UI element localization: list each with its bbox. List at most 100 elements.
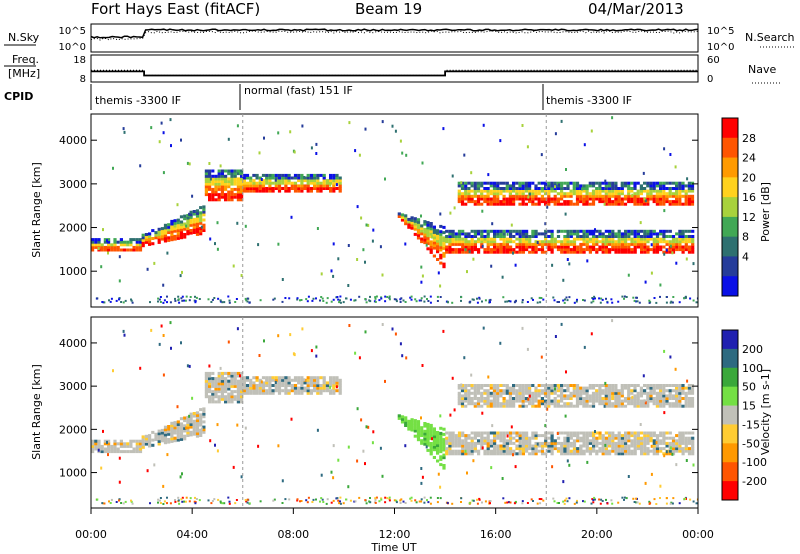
velocity-echo-cell	[199, 434, 203, 437]
velocity-echo-cell	[553, 444, 557, 448]
velocity-echo-cell	[287, 378, 291, 382]
velocity-echo-cell	[512, 399, 516, 403]
velocity-echo-cell	[671, 397, 675, 400]
power-echo-cell	[531, 248, 535, 252]
velocity-echo-cell	[614, 389, 618, 393]
power-echo-cell	[604, 187, 608, 190]
power-echo-cell	[521, 202, 525, 206]
velocity-echo-cell	[601, 397, 605, 400]
velocity-echo-cell	[358, 496, 361, 499]
power-echo-cell	[199, 221, 203, 225]
power-echo-cell	[368, 299, 371, 302]
velocity-echo-cell	[202, 425, 206, 429]
power-echo-cell	[110, 297, 113, 300]
velocity-echo-cell	[220, 390, 224, 394]
colorbar-swatch	[722, 276, 738, 297]
velocity-echo-cell	[110, 450, 114, 454]
velocity-echo-cell	[316, 386, 320, 390]
velocity-echo-cell	[356, 407, 359, 411]
power-echo-cell	[575, 300, 578, 303]
power-echo-cell	[550, 200, 554, 204]
velocity-echo-cell	[588, 404, 592, 408]
power-echo-cell	[181, 270, 183, 274]
velocity-echo-cell	[652, 441, 656, 445]
power-echo-cell	[505, 248, 509, 252]
velocity-echo-cell	[195, 432, 200, 436]
velocity-echo-cell	[451, 431, 455, 435]
velocity-echo-cell	[261, 384, 266, 387]
power-echo-cell	[255, 187, 259, 190]
velocity-echo-cell	[186, 415, 190, 419]
power-echo-cell	[540, 181, 544, 185]
power-echo-cell	[627, 237, 631, 241]
power-echo-cell	[436, 295, 439, 298]
velocity-echo-cell	[617, 439, 621, 443]
power-echo-cell	[506, 232, 509, 236]
velocity-echo-cell	[345, 498, 347, 501]
power-echo-cell	[560, 245, 564, 249]
power-echo-cell	[556, 248, 561, 252]
power-echo-cell	[230, 198, 234, 202]
velocity-echo-cell	[102, 429, 104, 433]
velocity-echo-cell	[547, 447, 551, 451]
power-echo-cell	[515, 194, 519, 198]
velocity-echo-cell	[486, 439, 490, 443]
power-echo-cell	[176, 221, 180, 225]
power-echo-cell	[493, 250, 497, 254]
power-echo-cell	[575, 181, 580, 185]
velocity-echo-cell	[167, 425, 171, 428]
power-echo-cell	[252, 184, 256, 188]
velocity-echo-cell	[386, 497, 389, 500]
power-echo-cell	[636, 192, 640, 196]
power-echo-cell	[684, 229, 688, 233]
velocity-echo-cell	[671, 389, 675, 393]
power-echo-cell	[537, 232, 541, 236]
velocity-echo-cell	[659, 402, 663, 406]
velocity-echo-cell	[496, 431, 500, 435]
velocity-echo-cell	[124, 500, 127, 503]
power-echo-cell	[646, 237, 650, 241]
power-echo-cell	[342, 301, 345, 304]
velocity-echo-cell	[420, 428, 424, 432]
power-echo-cell	[652, 189, 656, 193]
velocity-echo-cell	[454, 444, 458, 448]
power-echo-cell	[547, 184, 551, 188]
velocity-echo-cell	[598, 402, 602, 406]
power-echo-cell	[321, 297, 324, 300]
velocity-echo-cell	[316, 428, 319, 432]
power-echo-cell	[623, 297, 625, 300]
velocity-echo-cell	[416, 425, 421, 429]
power-echo-cell	[429, 229, 433, 233]
velocity-echo-cell	[646, 436, 650, 440]
velocity-echo-cell	[166, 496, 168, 499]
velocity-echo-cell	[659, 449, 663, 453]
velocity-echo-cell	[183, 429, 187, 433]
power-echo-cell	[420, 232, 424, 236]
power-echo-cell	[592, 229, 596, 233]
velocity-echo-cell	[620, 444, 624, 448]
velocity-echo-cell	[245, 391, 250, 395]
velocity-echo-cell	[287, 391, 291, 395]
power-echo-cell	[388, 298, 391, 301]
power-echo-cell	[224, 198, 228, 202]
velocity-echo-cell	[414, 499, 417, 502]
power-echo-cell	[261, 187, 266, 190]
velocity-echo-cell	[329, 384, 333, 387]
velocity-echo-cell	[512, 386, 516, 390]
velocity-echo-cell	[592, 441, 596, 445]
power-echo-cell	[464, 192, 468, 196]
power-echo-cell	[138, 238, 143, 242]
velocity-echo-cell	[579, 386, 583, 390]
velocity-echo-cell	[508, 386, 512, 390]
velocity-echo-cell	[591, 399, 596, 403]
power-echo-cell	[235, 298, 238, 300]
velocity-echo-cell	[572, 452, 577, 456]
power-echo-cell	[467, 189, 471, 193]
velocity-echo-cell	[668, 452, 672, 456]
velocity-echo-cell	[620, 449, 624, 453]
velocity-echo-cell	[595, 444, 599, 448]
power-echo-cell	[652, 197, 656, 201]
power-echo-cell	[277, 131, 280, 135]
velocity-echo-cell	[208, 397, 212, 401]
